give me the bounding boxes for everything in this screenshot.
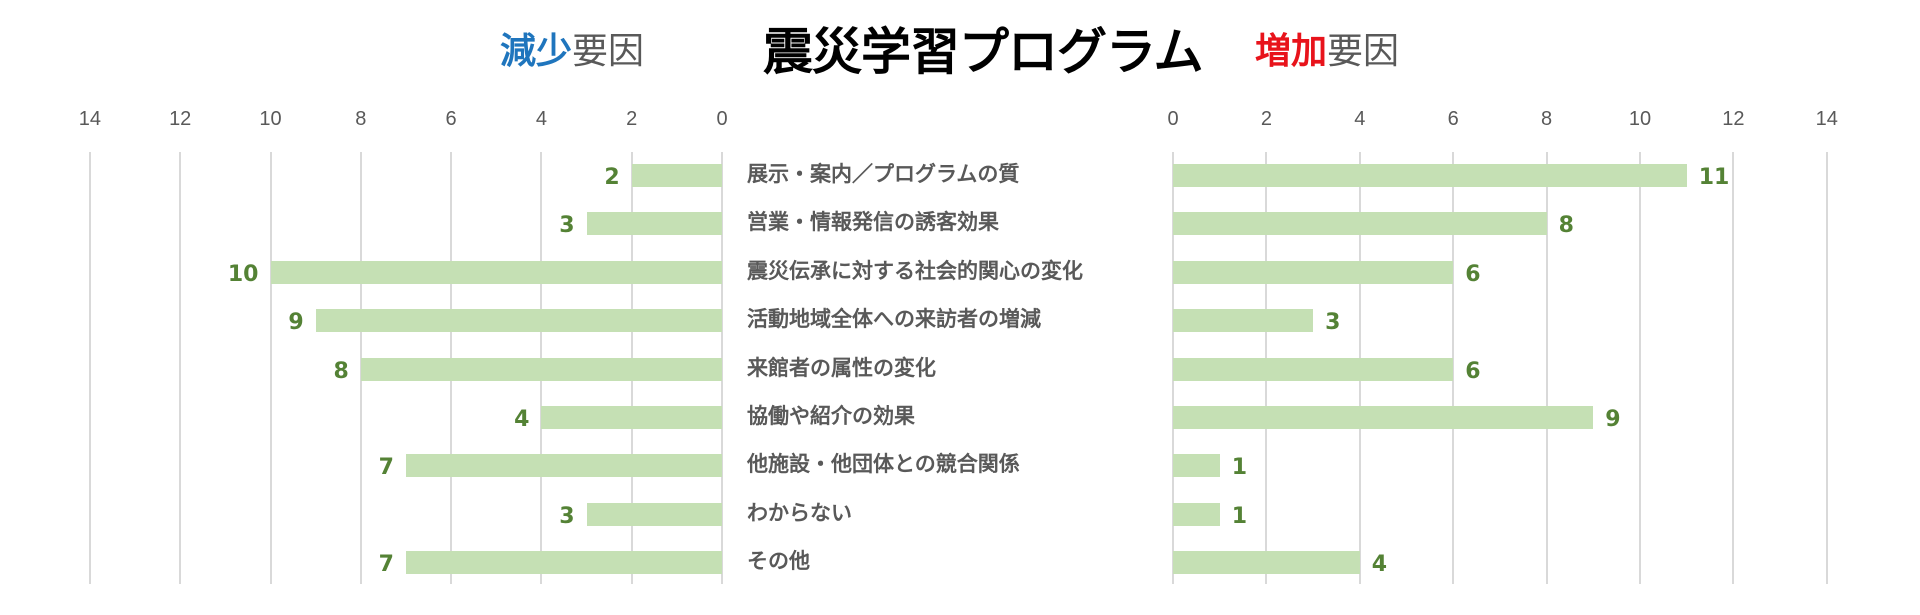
increase-value-label: 11	[1698, 165, 1730, 190]
increase-bar	[1173, 454, 1220, 478]
decrease-bar	[586, 502, 722, 526]
left-axis-tick: 10	[259, 108, 282, 130]
increase-value-label: 9	[1605, 407, 1621, 432]
category-label: 活動地域全体への来訪者の増減	[747, 307, 1041, 332]
left-axis-tick: 2	[626, 108, 638, 130]
increase-bar	[1173, 260, 1454, 284]
decrease-bar	[586, 212, 722, 236]
left-axis-tick: 8	[355, 108, 367, 130]
decrease-value-label: 4	[514, 407, 530, 432]
increase-bar	[1173, 502, 1220, 526]
right-axis-tick: 8	[1541, 108, 1553, 130]
increase-value-label: 6	[1465, 261, 1481, 287]
right-gridline	[1732, 152, 1735, 584]
increase-bar	[1173, 164, 1687, 187]
category-label: 他施設・他団体との競合関係	[747, 452, 1020, 477]
decrease-bar	[405, 551, 722, 575]
decrease-value-label: 2	[604, 165, 620, 190]
decrease-value-label: 9	[288, 310, 304, 336]
right-gridline	[1825, 152, 1828, 584]
left-gridline	[179, 152, 182, 584]
decrease-value-label: 3	[559, 503, 575, 529]
category-label: 協働や紹介の効果	[747, 404, 915, 428]
right-axis-tick: 10	[1628, 108, 1652, 130]
left-title-rest: 要因	[572, 31, 645, 72]
increase-bar	[1173, 309, 1314, 333]
decrease-value-label: 10	[227, 261, 259, 287]
increase-bar	[1173, 212, 1547, 236]
decrease-bar	[315, 309, 722, 333]
increase-value-label: 3	[1325, 310, 1341, 336]
right-axis-tick: 14	[1815, 108, 1838, 130]
decrease-bar	[541, 406, 722, 429]
left-axis-tick: 4	[535, 108, 547, 130]
decrease-bar	[405, 454, 722, 478]
left-axis-tick: 6	[445, 108, 457, 130]
increase-bar	[1173, 551, 1360, 575]
right-title-accent: 増加	[1255, 31, 1328, 72]
right-gridline	[1639, 152, 1641, 584]
chart-title: 震災学習プログラム	[763, 23, 1204, 81]
left-axis-tick: 12	[169, 108, 192, 130]
right-axis-tick: 0	[1167, 108, 1179, 130]
left-axis-tick: 14	[78, 108, 102, 130]
decrease-bar	[360, 357, 722, 381]
left-gridline	[721, 152, 723, 584]
increase-bar	[1173, 406, 1594, 429]
category-label: その他	[747, 549, 810, 574]
category-label: 展示・案内／プログラムの質	[747, 162, 1020, 186]
decrease-value-label: 7	[378, 552, 394, 578]
increase-value-label: 6	[1465, 358, 1481, 384]
increase-bar	[1173, 357, 1454, 381]
decrease-bar	[270, 260, 722, 284]
right-axis-tick: 2	[1260, 108, 1272, 130]
right-axis-tick: 12	[1722, 108, 1745, 130]
right-axis-tick: 6	[1447, 108, 1459, 130]
increase-value-label: 8	[1558, 213, 1574, 239]
category-label: 営業・情報発信の誘客効果	[747, 210, 999, 235]
category-label: 震災伝承に対する社会的関心の変化	[747, 258, 1083, 283]
left-gridline	[269, 152, 272, 584]
right-gridline	[1452, 152, 1455, 584]
increase-value-label: 1	[1231, 503, 1247, 529]
left-section-title: 減少要因	[500, 28, 644, 76]
category-label: わからない	[747, 500, 852, 525]
decrease-value-label: 8	[333, 358, 349, 384]
right-title-rest: 要因	[1327, 31, 1400, 72]
right-section-title: 増加要因	[1255, 28, 1399, 76]
right-gridline	[1545, 152, 1548, 584]
decrease-value-label: 7	[378, 455, 394, 481]
decrease-value-label: 3	[559, 213, 575, 239]
right-axis-tick: 4	[1354, 108, 1366, 130]
decrease-bar	[631, 164, 722, 187]
left-title-accent: 減少	[500, 31, 573, 72]
category-label: 来館者の属性の変化	[747, 355, 936, 380]
left-gridline	[88, 152, 91, 584]
increase-value-label: 4	[1371, 552, 1388, 578]
increase-value-label: 1	[1231, 455, 1247, 481]
left-axis-tick: 0	[716, 108, 728, 130]
